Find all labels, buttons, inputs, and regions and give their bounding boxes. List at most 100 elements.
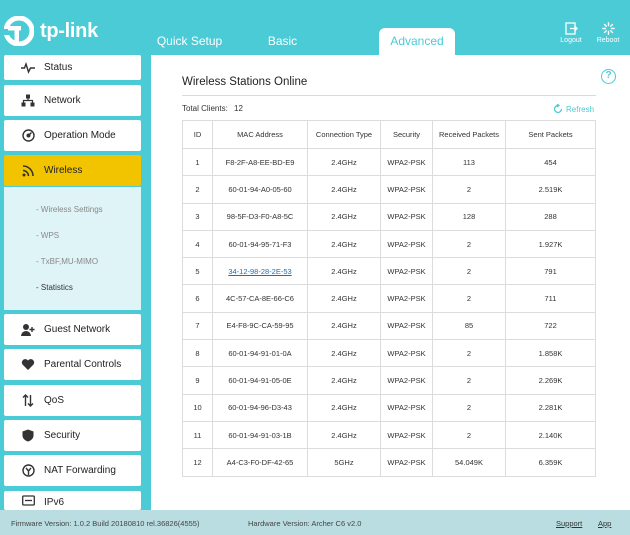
cell-received-packets: 2 xyxy=(432,393,506,422)
cell-received-packets: 85 xyxy=(432,311,506,341)
logout-button[interactable]: Logout xyxy=(553,22,589,44)
sidebar-item-network[interactable]: Network xyxy=(4,85,141,116)
cell-sent-packets: 1.858K xyxy=(505,339,596,368)
sidebar-item-operation-mode[interactable]: Operation Mode xyxy=(4,120,141,151)
total-clients-value: 12 xyxy=(234,104,243,113)
cell-received-packets: 128 xyxy=(432,202,506,231)
cell-sent-packets: 2.140K xyxy=(505,420,596,450)
refresh-label: Refresh xyxy=(566,104,595,114)
cell-security: WPA2-PSK xyxy=(380,175,433,204)
refresh-button[interactable]: Refresh xyxy=(553,104,594,114)
cell-id: 10 xyxy=(182,393,213,422)
operation-mode-icon xyxy=(20,128,36,144)
cell-mac-address: 60-01-94-91-01-0A xyxy=(212,339,308,368)
support-link[interactable]: Support xyxy=(556,519,583,528)
page-title: Wireless Stations Online xyxy=(182,76,308,88)
cell-sent-packets: 2.519K xyxy=(505,175,596,204)
footer: Firmware Version: 1.0.2 Build 20180810 r… xyxy=(0,510,630,535)
mac-address-link[interactable]: 34-12-98-28-2E-53 xyxy=(228,266,292,276)
sidebar-item-label: Parental Controls xyxy=(44,359,122,370)
heart-icon xyxy=(20,357,36,373)
sidebar-item-parental-controls[interactable]: Parental Controls xyxy=(4,349,141,380)
cell-security: WPA2-PSK xyxy=(380,202,433,231)
firmware-version: Firmware Version: 1.0.2 Build 20180810 r… xyxy=(11,519,200,528)
sidebar-item-label: IPv6 xyxy=(44,497,65,508)
table-row: 7 E4-F8-9C-CA-59-95 2.4GHz WPA2-PSK 85 722 xyxy=(182,311,596,341)
app-link[interactable]: App xyxy=(598,519,612,528)
cell-connection-type: 2.4GHz xyxy=(307,175,381,204)
cell-received-packets: 2 xyxy=(432,284,506,313)
tab-advanced[interactable]: Advanced xyxy=(379,28,455,55)
cell-mac-address: A4-C3-F0-DF-42-65 xyxy=(212,448,308,477)
network-icon xyxy=(20,93,36,109)
cell-connection-type: 2.4GHz xyxy=(307,420,381,450)
cell-id: 2 xyxy=(182,175,213,204)
tab-quick-setup[interactable]: Quick Setup xyxy=(156,34,223,48)
reboot-label: Reboot xyxy=(596,37,620,44)
cell-sent-packets: 791 xyxy=(505,257,596,286)
reboot-button[interactable]: Reboot xyxy=(590,22,626,44)
cell-id: 3 xyxy=(182,202,213,231)
cell-connection-type: 2.4GHz xyxy=(307,311,381,341)
cell-security: WPA2-PSK xyxy=(380,448,433,477)
cell-security: WPA2-PSK xyxy=(380,229,433,259)
logo-text: tp-link xyxy=(40,19,98,42)
table-row: 9 60-01-94-91-05-0E 2.4GHz WPA2-PSK 2 2.269K xyxy=(182,366,596,395)
cell-id: 9 xyxy=(182,366,213,395)
submenu-txbf-mu-mimo[interactable]: - TxBF,MU-MIMO xyxy=(36,257,99,266)
sidebar-item-status[interactable]: Status xyxy=(4,55,141,80)
table-body: 1 F8-2F-A8-EE-BD-E9 2.4GHz WPA2-PSK 113 454 2 6… xyxy=(182,147,596,477)
cell-connection-type: 5GHz xyxy=(307,448,381,477)
cell-security: WPA2-PSK xyxy=(380,339,433,368)
top-header: tp-link Quick Setup Basic Advanced Logou… xyxy=(0,0,630,55)
sidebar-item-nat-forwarding[interactable]: NAT Forwarding xyxy=(4,455,141,486)
sidebar: Status Network Operation Mode Wireless -… xyxy=(4,55,141,510)
sidebar-item-qos[interactable]: QoS xyxy=(4,385,141,416)
cell-mac-address: 60-01-94-91-03-1B xyxy=(212,420,308,450)
table-row: 10 60-01-94-96-D3-43 2.4GHz WPA2-PSK 2 2.281K xyxy=(182,393,596,422)
cell-sent-packets: 2.281K xyxy=(505,393,596,422)
hardware-version: Hardware Version: Archer C6 v2.0 xyxy=(248,519,362,528)
cell-mac-address: 60-01-94-91-05-0E xyxy=(212,366,308,395)
pulse-icon xyxy=(20,60,36,76)
cell-id: 11 xyxy=(182,420,213,450)
ipv6-icon xyxy=(20,492,36,508)
cell-received-packets: 113 xyxy=(432,147,506,177)
cell-received-packets: 2 xyxy=(432,366,506,395)
sidebar-item-security[interactable]: Security xyxy=(4,420,141,451)
total-clients: Total Clients: 12 xyxy=(182,104,243,113)
column-header-connection-type: Connection Type xyxy=(307,120,381,149)
column-header-security: Security xyxy=(380,120,433,149)
sidebar-item-label: Network xyxy=(44,95,81,106)
table-row: 6 4C-57-CA-8E-66-C6 2.4GHz WPA2-PSK 2 711 xyxy=(182,284,596,313)
help-icon[interactable]: ? xyxy=(601,69,616,84)
column-header-id: ID xyxy=(182,120,213,149)
cell-connection-type: 2.4GHz xyxy=(307,339,381,368)
column-header-received-packets: Received Packets xyxy=(432,120,506,149)
sidebar-item-label: NAT Forwarding xyxy=(44,465,116,476)
cell-id: 6 xyxy=(182,284,213,313)
guest-icon xyxy=(20,322,36,338)
sidebar-item-label: Guest Network xyxy=(44,324,111,335)
sidebar-item-guest-network[interactable]: Guest Network xyxy=(4,314,141,345)
tab-basic[interactable]: Basic xyxy=(267,34,298,48)
submenu-wps[interactable]: - WPS xyxy=(36,231,60,240)
cell-sent-packets: 6.359K xyxy=(505,448,596,477)
cell-connection-type: 2.4GHz xyxy=(307,229,381,259)
submenu-wireless-settings[interactable]: - Wireless Settings xyxy=(36,205,103,214)
sidebar-item-label: Operation Mode xyxy=(44,130,116,141)
cell-received-packets: 2 xyxy=(432,257,506,286)
sidebar-item-label: Wireless xyxy=(44,165,83,176)
submenu-statistics[interactable]: - Statistics xyxy=(36,283,73,292)
cell-id: 7 xyxy=(182,311,213,341)
cell-received-packets: 2 xyxy=(432,175,506,204)
cell-security: WPA2-PSK xyxy=(380,311,433,341)
cell-id: 12 xyxy=(182,448,213,477)
column-header-mac-address: MAC Address xyxy=(212,120,308,149)
tp-link-logo[interactable]: tp-link xyxy=(3,15,98,47)
cell-received-packets: 2 xyxy=(432,229,506,259)
sidebar-item-wireless[interactable]: Wireless xyxy=(4,155,141,186)
sidebar-item-ipv6[interactable]: IPv6 xyxy=(4,491,141,510)
table-row: 11 60-01-94-91-03-1B 2.4GHz WPA2-PSK 2 2.140K xyxy=(182,420,596,450)
cell-security: WPA2-PSK xyxy=(380,366,433,395)
